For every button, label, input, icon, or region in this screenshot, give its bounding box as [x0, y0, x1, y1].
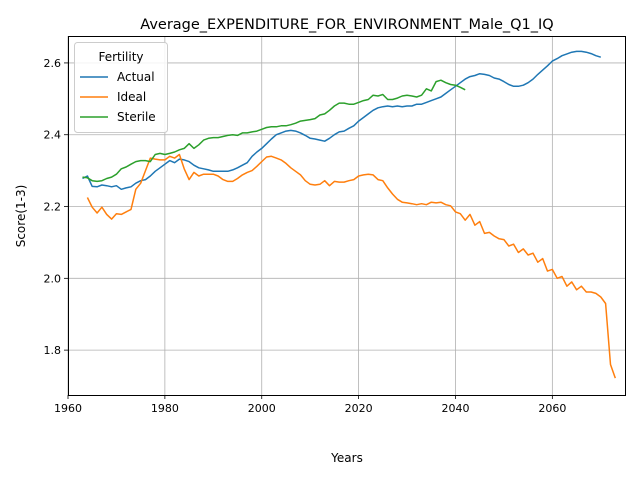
legend-label-sterile: Sterile: [117, 110, 156, 124]
y-tick-label: 1.8: [44, 344, 62, 357]
y-tick-label: 2.4: [44, 129, 62, 142]
y-tick-label: 2.6: [44, 57, 62, 70]
x-axis: 1960 1980 2000 2020 2040 2060: [54, 395, 566, 415]
legend-box: [74, 42, 168, 133]
x-tick-label: 2040: [441, 402, 469, 415]
x-axis-label: Years: [330, 451, 363, 465]
y-axis-label: Score(1-3): [14, 185, 28, 248]
legend-label-actual: Actual: [117, 70, 155, 84]
legend-label-ideal: Ideal: [117, 90, 146, 104]
series-line-sterile: [82, 79, 466, 183]
y-axis: 1.8 2.0 2.2 2.4 2.6: [44, 57, 68, 357]
series-line-ideal: [86, 153, 617, 379]
y-tick-label: 2.2: [44, 201, 62, 214]
y-tick-label: 2.0: [44, 272, 62, 285]
x-tick-label: 2060: [538, 402, 566, 415]
series-line-actual: [82, 50, 602, 191]
plot-frame: [68, 36, 626, 396]
x-tick-label: 1960: [54, 402, 82, 415]
legend: Fertility Actual Ideal Sterile: [74, 42, 168, 133]
chart-title: Average_EXPENDITURE_FOR_ENVIRONMENT_Male…: [140, 17, 553, 33]
grid-lines: [67, 36, 625, 395]
legend-title: Fertility: [98, 50, 143, 64]
x-tick-label: 2020: [345, 402, 373, 415]
series-lines: [82, 50, 617, 379]
x-tick-label: 2000: [248, 402, 276, 415]
x-tick-label: 1980: [151, 402, 179, 415]
